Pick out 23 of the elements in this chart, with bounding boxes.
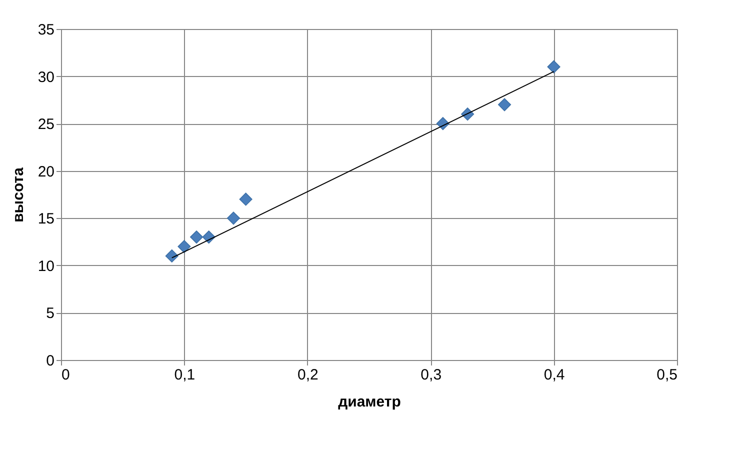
point — [165, 249, 178, 262]
x-tick-label: 0,1 — [174, 366, 196, 384]
y-tick-label: 35 — [38, 22, 54, 38]
y-axis-title: высота — [10, 166, 27, 222]
x-axis-title: диаметр — [338, 394, 401, 410]
y-tick-label: 20 — [38, 163, 54, 180]
point — [239, 192, 252, 206]
point — [226, 212, 240, 225]
point — [178, 240, 191, 254]
point — [498, 98, 512, 112]
y-tick-label: 30 — [38, 68, 54, 86]
x-tick-label: 0,2 — [297, 366, 318, 384]
x-tick-label: 0,4 — [544, 366, 565, 384]
y-tick-label: 25 — [38, 116, 54, 134]
y-tick-label: 15 — [38, 210, 54, 228]
y-tick-label: 0 — [46, 352, 54, 370]
x-tick-label: 0,5 — [656, 366, 678, 384]
x-tick-label: 0 — [62, 366, 70, 384]
y-tick-label: 5 — [46, 305, 54, 322]
x-tick-label: 0,3 — [420, 366, 442, 384]
y-tick-label: 10 — [38, 258, 54, 275]
point — [190, 230, 204, 244]
point — [547, 60, 560, 74]
